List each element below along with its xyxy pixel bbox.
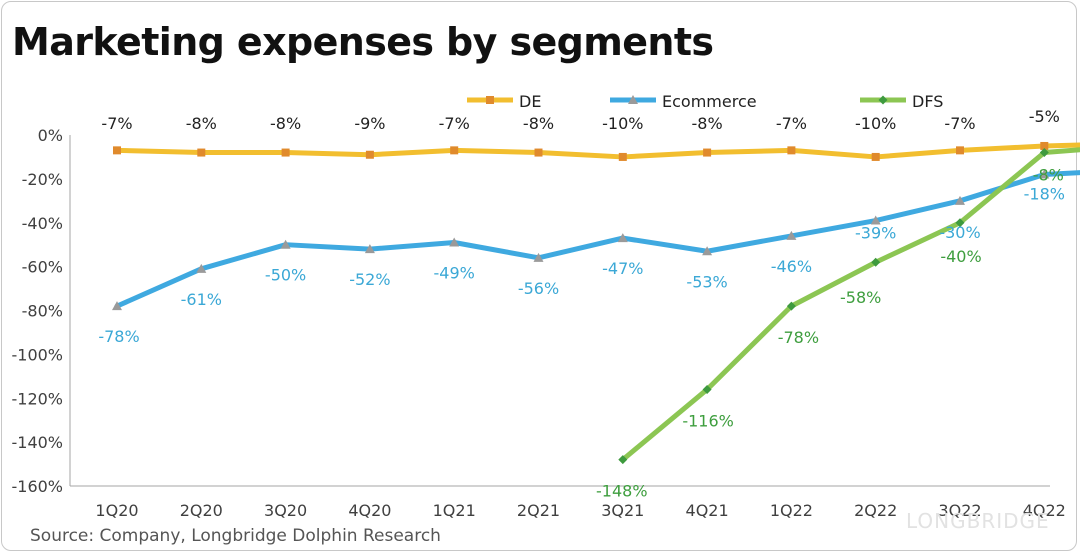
x-tick-label: 3Q20 (264, 501, 307, 520)
data-point-de (703, 148, 712, 157)
x-tick-label: 2Q20 (180, 501, 223, 520)
y-tick-label: -40% (22, 214, 63, 233)
data-label-ecommerce: -39% (855, 224, 896, 243)
chart-title: Marketing expenses by segments (12, 20, 714, 64)
data-label-dfs: -8% (1033, 166, 1064, 185)
y-tick-label: -160% (11, 477, 63, 496)
data-point-ecommerce (196, 263, 207, 273)
data-label-dfs: -148% (596, 482, 648, 501)
data-point-ecommerce (449, 237, 460, 247)
y-tick-label: -80% (22, 302, 63, 321)
data-label-ecommerce: -56% (518, 279, 559, 298)
legend-marker-dfs (878, 95, 888, 105)
data-label-de: -7% (944, 114, 975, 133)
x-tick-label: 1Q22 (770, 501, 813, 520)
legend-label-ecommerce: Ecommerce (662, 92, 757, 111)
data-label-ecommerce: -53% (686, 272, 727, 291)
watermark: LONGBRIDGE (906, 509, 1050, 533)
data-label-dfs: -40% (940, 247, 981, 266)
data-point-dfs (786, 301, 796, 311)
data-label-ecommerce: -46% (771, 257, 812, 276)
data-label-de: -7% (439, 114, 470, 133)
y-tick-label: -100% (11, 345, 63, 364)
data-label-de: -8% (270, 114, 301, 133)
data-label-ecommerce: -30% (939, 223, 980, 242)
data-point-dfs (871, 257, 881, 267)
data-point-de (871, 152, 880, 161)
y-tick-label: -20% (22, 170, 63, 189)
data-label-de: -8% (186, 114, 217, 133)
data-label-dfs: -58% (840, 288, 881, 307)
data-label-de: -10% (602, 114, 643, 133)
data-point-dfs (1039, 148, 1049, 158)
data-point-de (534, 148, 543, 157)
data-point-ecommerce (955, 195, 965, 205)
x-tick-label: 3Q22 (938, 501, 981, 520)
data-label-ecommerce: -61% (181, 290, 222, 309)
data-point-ecommerce (1039, 169, 1050, 179)
data-label-dfs: -78% (778, 328, 819, 347)
series-line-de (114, 142, 1080, 160)
data-point-ecommerce (280, 239, 291, 249)
data-label-de: -8% (692, 114, 723, 133)
x-tick-label: 1Q20 (95, 501, 138, 520)
y-tick-label: -120% (11, 389, 63, 408)
data-label-ecommerce: -47% (602, 259, 643, 278)
data-label-ecommerce: -52% (349, 270, 390, 289)
data-label-de: -5% (1029, 107, 1060, 126)
x-tick-label: 4Q21 (686, 501, 729, 520)
data-point-de (787, 146, 796, 155)
data-point-ecommerce (533, 252, 544, 262)
data-point-dfs (618, 455, 628, 465)
data-point-de (956, 146, 964, 155)
data-point-dfs (702, 384, 712, 394)
x-tick-label: 2Q22 (854, 501, 897, 520)
y-tick-label: 0% (38, 126, 63, 145)
data-label-ecommerce: -50% (265, 266, 306, 285)
x-tick-label: 1Q21 (433, 501, 476, 520)
legend-label-de: DE (519, 92, 541, 111)
data-label-ecommerce: -18% (1024, 184, 1065, 203)
data-label-ecommerce: -49% (434, 263, 475, 282)
data-point-de (281, 148, 290, 157)
data-point-de (618, 152, 627, 161)
data-point-de (450, 146, 459, 155)
data-point-ecommerce (870, 215, 881, 225)
y-tick-label: -60% (22, 258, 63, 277)
data-label-de: -8% (523, 114, 554, 133)
y-tick-label: -140% (11, 433, 63, 452)
data-label-de: -10% (855, 114, 896, 133)
data-point-de (113, 146, 121, 155)
x-tick-label: 4Q20 (348, 501, 391, 520)
data-point-ecommerce (112, 301, 122, 311)
x-tick-label: 3Q21 (601, 501, 644, 520)
data-label-dfs: -116% (682, 411, 734, 430)
data-label-de: -7% (101, 114, 132, 133)
data-label-de: -9% (354, 114, 385, 133)
data-point-ecommerce (364, 244, 375, 254)
data-point-ecommerce (702, 246, 713, 256)
source-note: Source: Company, Longbridge Dolphin Rese… (30, 526, 441, 546)
series-line-ecommerce (114, 170, 1080, 309)
legend-label-dfs: DFS (912, 92, 943, 111)
data-point-de (1040, 141, 1049, 150)
data-point-ecommerce (786, 230, 797, 240)
data-label-ecommerce: -78% (98, 327, 139, 346)
legend-marker-de (486, 96, 494, 104)
x-tick-label: 4Q22 (1023, 501, 1066, 520)
data-point-de (365, 150, 374, 159)
data-point-de (197, 148, 206, 157)
legend-marker-ecommerce (628, 95, 638, 104)
data-point-dfs (955, 218, 965, 228)
data-label-de: -7% (776, 114, 807, 133)
x-tick-label: 2Q21 (517, 501, 560, 520)
data-point-ecommerce (617, 233, 628, 243)
